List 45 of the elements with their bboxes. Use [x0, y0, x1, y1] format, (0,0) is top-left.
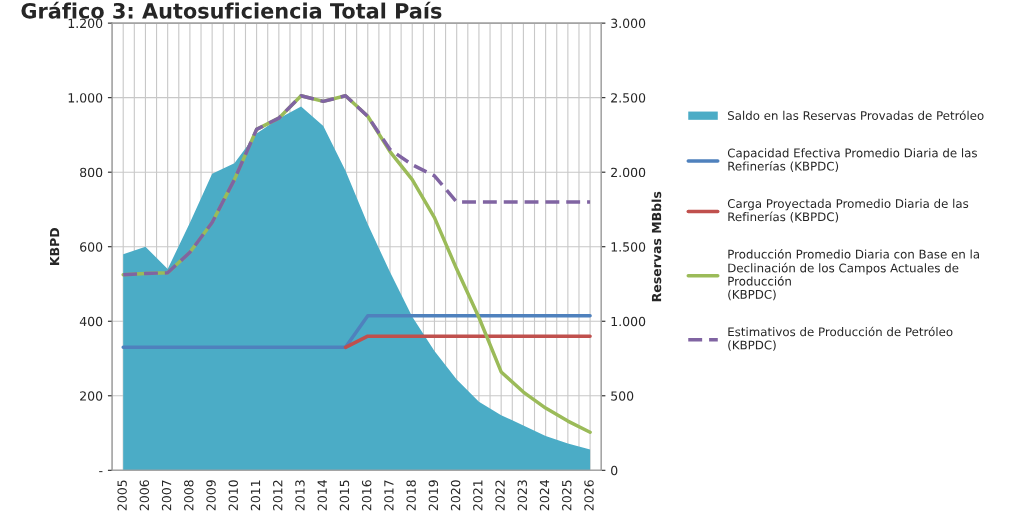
y2-tick-label: 1.000 [611, 316, 646, 327]
x-tick-label: 2021 [473, 480, 483, 511]
y-tick-label: 1.000 [68, 93, 103, 103]
y2-tick-label: 3.000 [611, 18, 646, 29]
y2-axis-title: Reservas MBbls [651, 191, 662, 302]
x-tick-label: 2023 [517, 480, 528, 511]
y-tick-label: 800 [80, 167, 103, 178]
legend-label: Saldo en las Reservas Provadas de Petróleo [728, 110, 984, 120]
x-tick-label: 2015 [339, 480, 350, 511]
x-tick-label: 2022 [495, 480, 505, 511]
legend-label: Capacidad Efectiva Promedio Diaria de las Refinerías (KBPDC) [727, 148, 977, 172]
y-tick-label: - [99, 471, 103, 473]
x-tick-label: 2026 [584, 480, 594, 511]
x-tick-label: 2007 [161, 480, 172, 511]
x-tick-label: 2017 [384, 480, 394, 511]
x-tick-label: 2012 [273, 480, 283, 511]
y2-tick-label: 1.500 [611, 242, 646, 252]
y2-tick-label: 2.000 [611, 167, 646, 178]
x-tick-label: 2025 [562, 480, 572, 511]
x-tick-label: 2010 [228, 480, 238, 511]
x-tick-label: 2020 [450, 480, 461, 511]
legend-label: Producción Promedio Diaria con Base en la Declinación de los Campos Actuales de Producción (KBPDC) [728, 249, 979, 301]
legend-label: Estimativos de Producción de Petróleo (KBPDC) [728, 326, 953, 351]
x-tick-label: 2009 [206, 480, 216, 511]
y-axis-title: KBPD [50, 228, 60, 265]
y-tick-label: 600 [80, 242, 103, 252]
y2-tick-label: 0 [611, 465, 618, 476]
x-tick-label: 2018 [406, 480, 416, 511]
y-tick-label: 1.200 [68, 18, 103, 29]
y2-tick-label: 2.500 [611, 93, 646, 103]
x-tick-label: 2014 [317, 480, 327, 511]
x-tick-label: 2013 [295, 480, 305, 511]
x-tick-label: 2011 [250, 480, 261, 511]
x-tick-label: 2005 [117, 480, 127, 511]
y-tick-label: 200 [80, 391, 103, 401]
x-tick-label: 2016 [361, 480, 372, 511]
y-tick-label: 400 [79, 316, 103, 327]
legend-label: Carga Proyectada Promedio Diaria de las Refinerías (KBPDC) [727, 198, 969, 223]
y2-tick-label: 500 [611, 391, 634, 401]
x-tick-label: 2024 [539, 480, 550, 511]
x-tick-label: 2006 [139, 480, 150, 511]
x-tick-label: 2019 [428, 480, 439, 511]
chart-title: Gráfico 3: Autosuficiencia Total País [21, 1, 442, 19]
x-tick-label: 2008 [184, 480, 194, 511]
line-series [121, 94, 592, 277]
